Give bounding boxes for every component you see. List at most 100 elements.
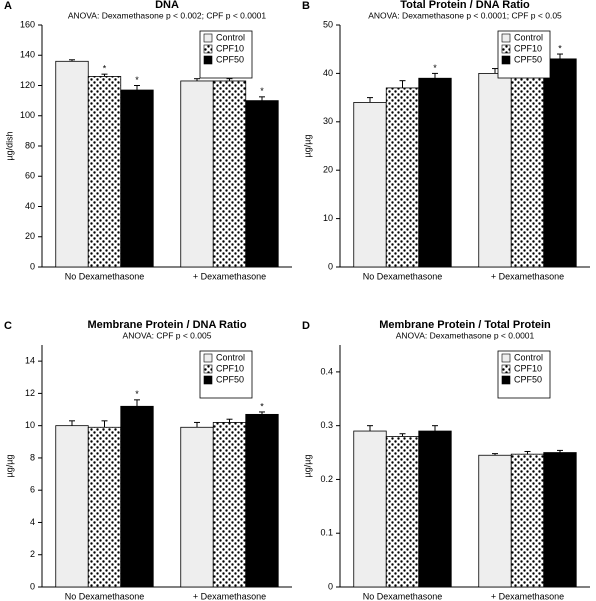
legend-swatch <box>501 353 511 363</box>
legend-label: Control <box>514 352 543 362</box>
bar <box>478 73 512 268</box>
legend-swatch <box>501 364 511 374</box>
y-tick-label: 20 <box>323 165 333 175</box>
panel-label: C <box>4 320 12 332</box>
x-tick-label: No Dexamethasone <box>65 591 145 601</box>
y-tick-label: 6 <box>30 485 35 495</box>
bar <box>180 80 214 268</box>
significance-mark: * <box>558 43 562 53</box>
legend-label: CPF10 <box>216 43 244 53</box>
legend-label: CPF10 <box>216 363 244 373</box>
x-tick-label: No Dexamethasone <box>363 591 443 601</box>
significance-mark: * <box>135 75 139 85</box>
y-tick-label: 100 <box>20 110 35 120</box>
y-tick-label: 0 <box>30 261 35 271</box>
chart-title: Membrane Protein / DNA Ratio <box>87 319 246 331</box>
y-tick-label: 14 <box>25 356 35 366</box>
y-tick-label: 140 <box>20 50 35 60</box>
legend-swatch <box>501 33 511 43</box>
y-tick-label: 4 <box>30 517 35 527</box>
chart-subtitle: ANOVA: CPF p < 0.005 <box>123 330 212 340</box>
legend-label: Control <box>216 352 245 362</box>
y-tick-label: 20 <box>25 231 35 241</box>
y-tick-label: 0.3 <box>320 420 333 430</box>
significance-mark: * <box>433 63 437 73</box>
bar <box>510 63 545 268</box>
chart-panel: D Membrane Protein / Total ProteinANOVA: … <box>302 319 590 601</box>
y-tick-label: 40 <box>25 201 35 211</box>
legend-label: CPF50 <box>216 374 244 384</box>
legend-swatch <box>203 44 213 54</box>
y-tick-label: 40 <box>323 68 333 78</box>
y-tick-label: 60 <box>25 171 35 181</box>
bar <box>385 436 420 588</box>
bar <box>418 77 452 268</box>
bar <box>543 452 577 588</box>
significance-mark: * <box>260 86 264 96</box>
x-tick-label: + Dexamethasone <box>193 271 266 281</box>
legend-label: Control <box>216 32 245 42</box>
y-tick-label: 0 <box>328 581 333 591</box>
legend-label: CPF10 <box>514 363 542 373</box>
bar <box>353 430 387 588</box>
legend-label: Control <box>514 32 543 42</box>
legend-label: CPF50 <box>514 374 542 384</box>
legend-swatch <box>203 353 213 363</box>
y-axis-label: µg/µg <box>4 455 14 478</box>
legend-swatch <box>501 55 511 65</box>
y-tick-label: 0.1 <box>320 528 333 538</box>
x-tick-label: + Dexamethasone <box>491 591 564 601</box>
chart-subtitle: ANOVA: Dexamethasone p < 0.0001 <box>396 330 535 340</box>
legend-label: CPF10 <box>514 43 542 53</box>
x-tick-label: No Dexamethasone <box>65 271 145 281</box>
bar <box>245 100 279 268</box>
panel-label: D <box>302 320 310 332</box>
bar <box>55 425 89 588</box>
bar <box>478 454 512 588</box>
y-tick-label: 30 <box>323 116 333 126</box>
bar <box>87 76 122 268</box>
y-tick-label: 0 <box>30 581 35 591</box>
chart-title: DNA <box>155 0 179 11</box>
bar <box>353 102 387 268</box>
x-tick-label: No Dexamethasone <box>363 271 443 281</box>
bar <box>385 87 420 268</box>
bar <box>120 89 154 268</box>
y-tick-label: 2 <box>30 549 35 559</box>
legend-swatch <box>501 44 511 54</box>
y-tick-label: 8 <box>30 452 35 462</box>
panel-label: B <box>302 0 310 12</box>
bar <box>120 405 154 588</box>
legend-swatch <box>203 364 213 374</box>
legend-label: CPF50 <box>514 54 542 64</box>
y-tick-label: 10 <box>323 213 333 223</box>
x-tick-label: + Dexamethasone <box>491 271 564 281</box>
y-axis-label: µg/dish <box>4 131 14 160</box>
legend-swatch <box>203 375 213 385</box>
bar <box>180 426 214 588</box>
legend-swatch <box>203 55 213 65</box>
y-tick-label: 0.4 <box>320 366 333 376</box>
significance-mark: * <box>135 389 139 399</box>
y-tick-label: 80 <box>25 140 35 150</box>
chart-title: Membrane Protein / Total Protein <box>379 319 551 331</box>
y-tick-label: 0.2 <box>320 474 333 484</box>
y-axis-label: µg/µg <box>302 455 312 478</box>
y-tick-label: 160 <box>20 19 35 29</box>
x-tick-label: + Dexamethasone <box>193 591 266 601</box>
y-tick-label: 120 <box>20 80 35 90</box>
legend-swatch <box>501 375 511 385</box>
y-tick-label: 12 <box>25 388 35 398</box>
bar <box>55 60 89 268</box>
chart-subtitle: ANOVA: Dexamethasone p < 0.0001; CPF p <… <box>368 10 562 20</box>
chart-subtitle: ANOVA: Dexamethasone p < 0.002; CPF p < … <box>68 10 267 20</box>
bar <box>510 453 545 588</box>
bar <box>245 413 279 588</box>
y-tick-label: 50 <box>323 19 333 29</box>
bar <box>87 426 122 588</box>
bar <box>212 80 247 268</box>
